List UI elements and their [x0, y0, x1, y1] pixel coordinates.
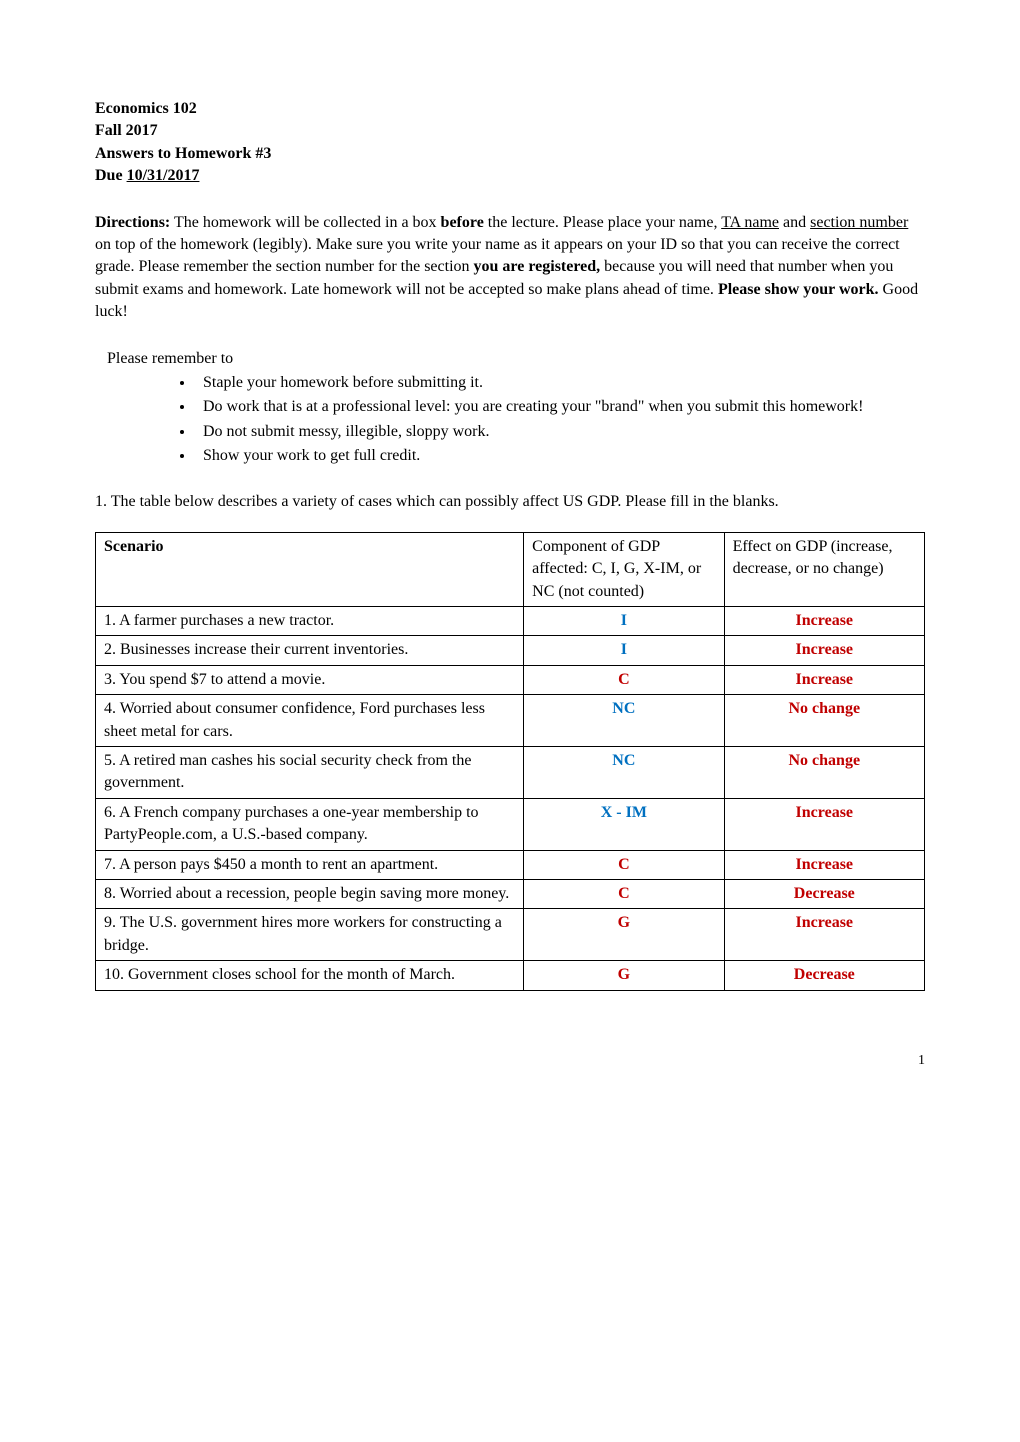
- table-row: 1. A farmer purchases a new tractor. I I…: [96, 607, 925, 636]
- table-row: 6. A French company purchases a one-year…: [96, 798, 925, 850]
- scenario-cell: 10. Government closes school for the mon…: [96, 961, 524, 990]
- directions-text-0: The homework will be collected in a box: [170, 214, 440, 231]
- due-prefix: Due: [95, 167, 127, 184]
- component-cell: NC: [524, 746, 724, 798]
- scenario-cell: 4. Worried about consumer confidence, Fo…: [96, 695, 524, 747]
- table-row: 3. You spend $7 to attend a movie. C Inc…: [96, 665, 925, 694]
- table-row: 5. A retired man cashes his social secur…: [96, 746, 925, 798]
- header-effect: Effect on GDP (increase, decrease, or no…: [724, 532, 924, 606]
- reminder-bullet-0: Staple your homework before submitting i…: [195, 372, 925, 394]
- directions-text-4: and: [779, 214, 810, 231]
- due-date: 10/31/2017: [127, 167, 200, 184]
- table-row: 10. Government closes school for the mon…: [96, 961, 925, 990]
- directions-bold-before: before: [441, 214, 484, 231]
- scenario-cell: 7. A person pays $450 a month to rent an…: [96, 850, 524, 879]
- term: Fall 2017: [95, 120, 925, 142]
- header-scenario: Scenario: [96, 532, 524, 606]
- scenario-cell: 2. Businesses increase their current inv…: [96, 636, 524, 665]
- question-1-text: 1. The table below describes a variety o…: [95, 491, 925, 513]
- effect-cell: Increase: [724, 607, 924, 636]
- component-cell: G: [524, 909, 724, 961]
- due-date-line: Due 10/31/2017: [95, 165, 925, 187]
- table-header-row: Scenario Component of GDP affected: C, I…: [96, 532, 925, 606]
- effect-cell: Increase: [724, 636, 924, 665]
- reminder-intro: Please remember to: [107, 348, 925, 370]
- directions-label: Directions:: [95, 214, 170, 231]
- effect-cell: Increase: [724, 909, 924, 961]
- effect-cell: No change: [724, 746, 924, 798]
- reminder-section: Please remember to Staple your homework …: [95, 348, 925, 468]
- scenario-cell: 5. A retired man cashes his social secur…: [96, 746, 524, 798]
- document-header: Economics 102 Fall 2017 Answers to Homew…: [95, 98, 925, 188]
- effect-cell: No change: [724, 695, 924, 747]
- effect-cell: Decrease: [724, 961, 924, 990]
- component-cell: C: [524, 850, 724, 879]
- directions-ta-name: TA name: [721, 214, 779, 231]
- scenario-cell: 3. You spend $7 to attend a movie.: [96, 665, 524, 694]
- component-cell: X - IM: [524, 798, 724, 850]
- component-cell: C: [524, 665, 724, 694]
- directions-bold-registered: you are registered,: [474, 258, 601, 275]
- course-title: Economics 102: [95, 98, 925, 120]
- table-row: 4. Worried about consumer confidence, Fo…: [96, 695, 925, 747]
- table-row: 9. The U.S. government hires more worker…: [96, 909, 925, 961]
- directions-text-2: the lecture. Please place your name,: [484, 214, 721, 231]
- reminder-bullet-3: Show your work to get full credit.: [195, 445, 925, 467]
- reminder-bullet-list: Staple your homework before submitting i…: [107, 372, 925, 468]
- component-cell: I: [524, 636, 724, 665]
- component-cell: I: [524, 607, 724, 636]
- scenario-cell: 6. A French company purchases a one-year…: [96, 798, 524, 850]
- component-cell: C: [524, 879, 724, 908]
- component-cell: G: [524, 961, 724, 990]
- effect-cell: Increase: [724, 850, 924, 879]
- directions-section-number: section number: [810, 214, 908, 231]
- reminder-bullet-2: Do not submit messy, illegible, sloppy w…: [195, 421, 925, 443]
- reminder-bullet-1: Do work that is at a professional level:…: [195, 396, 925, 418]
- header-component: Component of GDP affected: C, I, G, X-IM…: [524, 532, 724, 606]
- gdp-scenarios-table: Scenario Component of GDP affected: C, I…: [95, 532, 925, 991]
- effect-cell: Increase: [724, 798, 924, 850]
- table-row: 7. A person pays $450 a month to rent an…: [96, 850, 925, 879]
- directions-bold-show-work: Please show your work.: [718, 281, 879, 298]
- effect-cell: Increase: [724, 665, 924, 694]
- scenario-cell: 8. Worried about a recession, people beg…: [96, 879, 524, 908]
- directions-paragraph: Directions: The homework will be collect…: [95, 212, 925, 324]
- scenario-cell: 9. The U.S. government hires more worker…: [96, 909, 524, 961]
- table-row: 8. Worried about a recession, people beg…: [96, 879, 925, 908]
- assignment-title: Answers to Homework #3: [95, 143, 925, 165]
- page-number: 1: [95, 1051, 925, 1071]
- component-cell: NC: [524, 695, 724, 747]
- table-row: 2. Businesses increase their current inv…: [96, 636, 925, 665]
- effect-cell: Decrease: [724, 879, 924, 908]
- scenario-cell: 1. A farmer purchases a new tractor.: [96, 607, 524, 636]
